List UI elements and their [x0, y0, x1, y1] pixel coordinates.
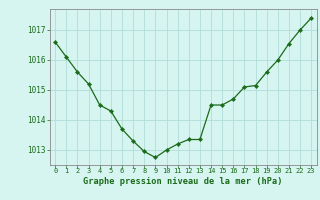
- X-axis label: Graphe pression niveau de la mer (hPa): Graphe pression niveau de la mer (hPa): [84, 177, 283, 186]
